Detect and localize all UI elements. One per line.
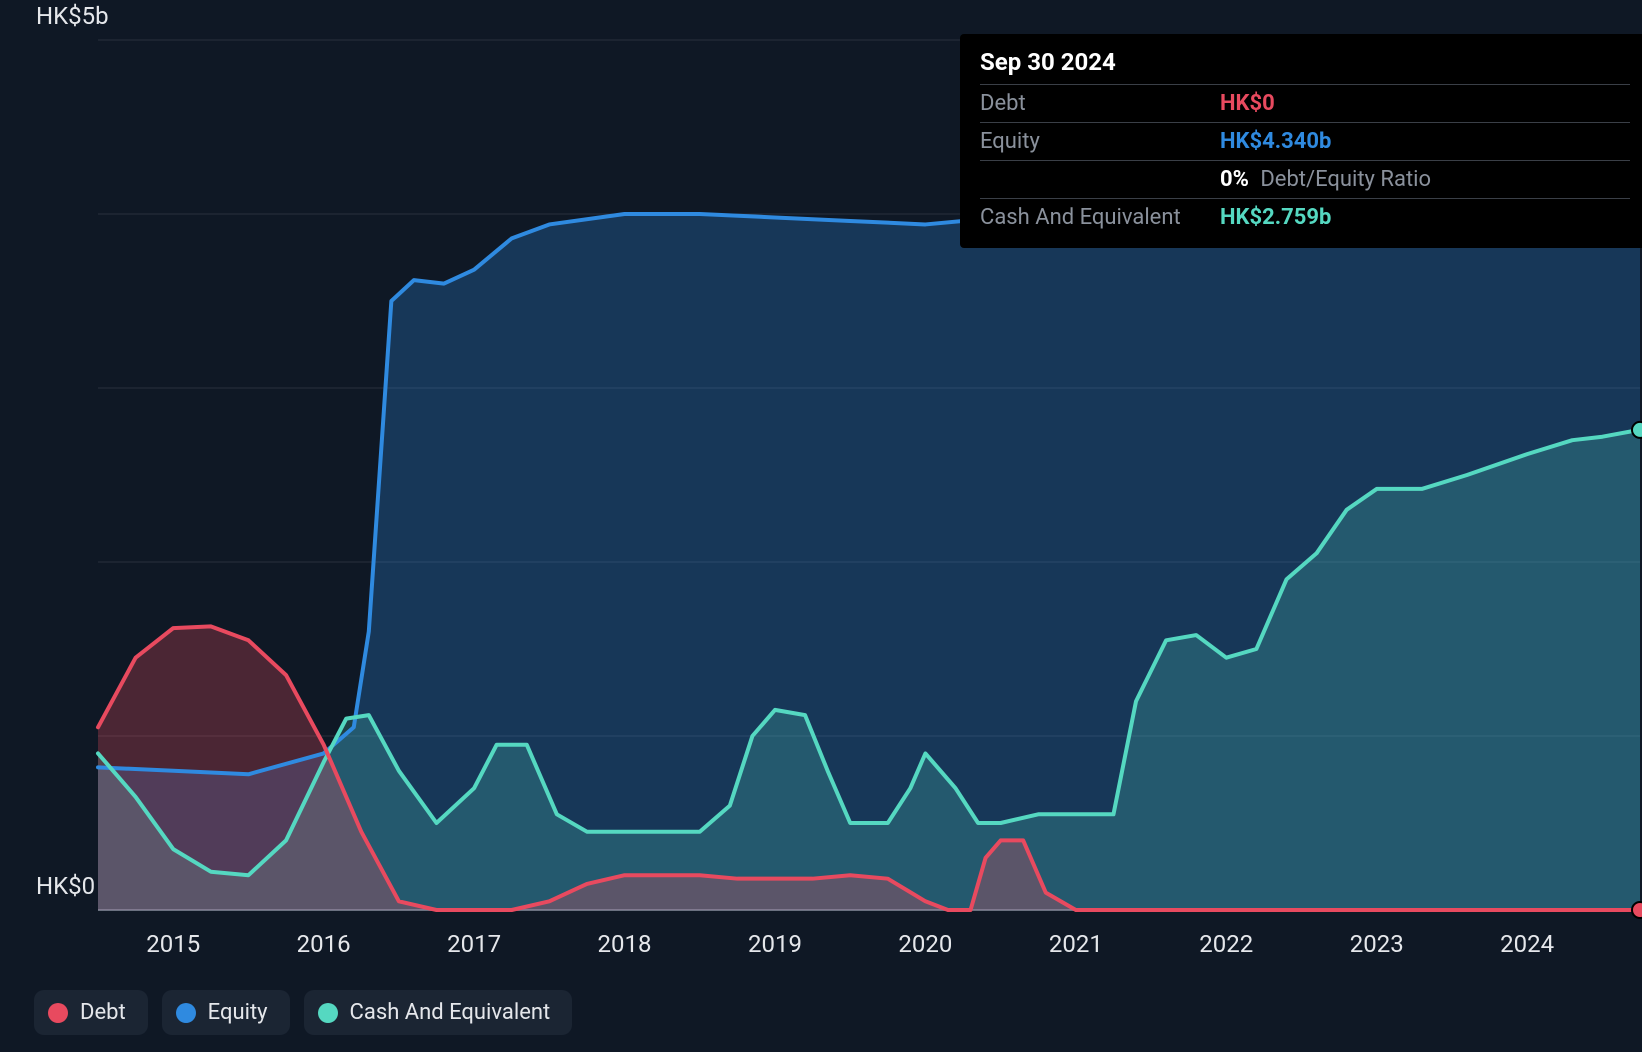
legend-dot-icon <box>176 1003 196 1023</box>
legend-item-equity[interactable]: Equity <box>162 990 290 1035</box>
x-axis-label: 2022 <box>1199 930 1253 958</box>
y-axis-label: HK$0 <box>36 872 95 900</box>
tooltip-row: EquityHK$4.340b <box>980 122 1630 160</box>
x-axis-label: 2024 <box>1500 930 1554 958</box>
legend-label: Cash And Equivalent <box>350 1000 551 1025</box>
legend: Debt Equity Cash And Equivalent <box>34 990 572 1035</box>
tooltip-row-label: Cash And Equivalent <box>980 205 1220 230</box>
legend-item-debt[interactable]: Debt <box>34 990 148 1035</box>
tooltip-row-label: Debt <box>980 91 1220 116</box>
legend-item-cash[interactable]: Cash And Equivalent <box>304 990 573 1035</box>
tooltip-row-value: 0% Debt/Equity Ratio <box>1220 167 1431 192</box>
tooltip-row-value: HK$0 <box>1220 91 1275 116</box>
tooltip-row-suffix: Debt/Equity Ratio <box>1255 167 1431 192</box>
legend-dot-icon <box>48 1003 68 1023</box>
tooltip-row: Cash And EquivalentHK$2.759b <box>980 198 1630 236</box>
x-axis-label: 2015 <box>146 930 200 958</box>
tooltip-row-value: HK$2.759b <box>1220 205 1331 230</box>
x-axis-label: 2017 <box>447 930 501 958</box>
legend-label: Debt <box>80 1000 126 1025</box>
y-axis-label: HK$5b <box>36 2 109 30</box>
tooltip-row-value: HK$4.340b <box>1220 129 1331 154</box>
tooltip-row: DebtHK$0 <box>980 84 1630 122</box>
tooltip-row: 0% Debt/Equity Ratio <box>980 160 1630 198</box>
x-axis-label: 2020 <box>898 930 952 958</box>
end-marker-debt[interactable] <box>1632 902 1642 918</box>
legend-dot-icon <box>318 1003 338 1023</box>
x-axis-label: 2019 <box>748 930 802 958</box>
tooltip-row-label: Equity <box>980 129 1220 154</box>
tooltip-date: Sep 30 2024 <box>980 48 1630 76</box>
chart-wrapper: HK$0HK$5b 201520162017201820192020202120… <box>0 0 1642 1052</box>
x-axis-label: 2016 <box>297 930 351 958</box>
end-marker-cash[interactable] <box>1632 422 1642 438</box>
legend-label: Equity <box>208 1000 268 1025</box>
tooltip-row-label <box>980 167 1220 192</box>
x-axis-labels: 2015 2016 2017 2018 2019 2020 2021 2022 2023 2024 <box>0 930 1642 970</box>
tooltip: Sep 30 2024 DebtHK$0EquityHK$4.340b0% De… <box>960 34 1642 248</box>
x-axis-label: 2023 <box>1350 930 1404 958</box>
x-axis-label: 2021 <box>1049 930 1103 958</box>
x-axis-label: 2018 <box>598 930 652 958</box>
